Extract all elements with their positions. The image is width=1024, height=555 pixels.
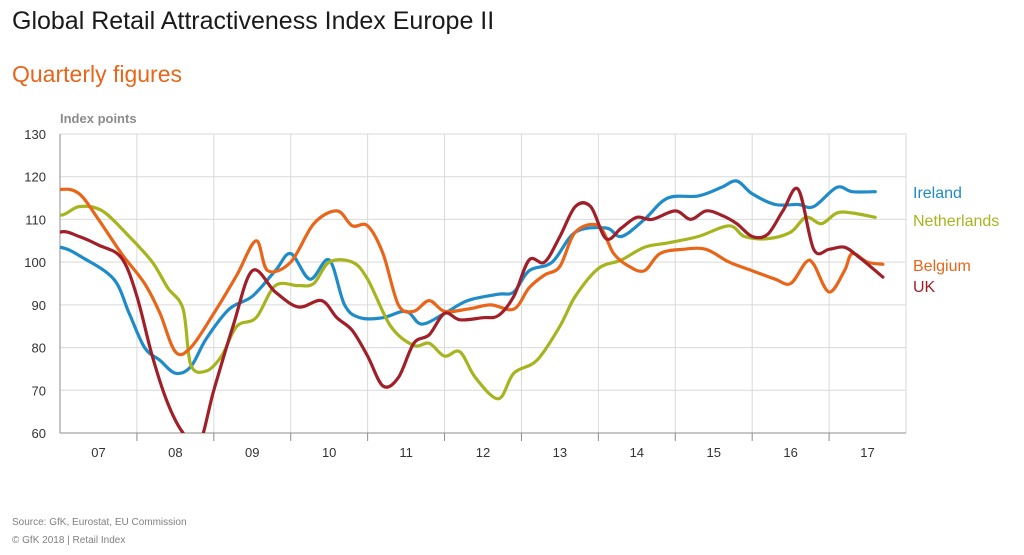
x-tick-label: 10 <box>322 445 336 460</box>
y-tick-label: 100 <box>24 255 46 270</box>
x-tick-label: 17 <box>860 445 874 460</box>
plot-area <box>60 179 885 433</box>
y-tick-label: 130 <box>24 127 46 142</box>
x-tick-label: 08 <box>168 445 182 460</box>
copyright-note: © GfK 2018 | Retail Index <box>12 535 126 546</box>
y-tick-label: 70 <box>32 383 46 398</box>
chart-subtitle: Quarterly figures <box>12 61 183 87</box>
y-tick-label: 120 <box>24 170 46 185</box>
x-axis-ticks: 07 08 09 10 11 12 13 14 15 16 17 <box>91 445 875 460</box>
x-tick-label: 14 <box>630 445 644 460</box>
x-tick-label: 15 <box>706 445 720 460</box>
series-label-belgium: Belgium <box>913 258 971 275</box>
series-line-netherlands <box>60 204 877 401</box>
source-note: Source: GfK, Eurostat, EU Commission <box>12 517 187 528</box>
chart-title: Global Retail Attractiveness Index Europ… <box>12 7 495 35</box>
series-label-netherlands: Netherlands <box>913 213 999 230</box>
y-tick-label: 110 <box>25 212 46 227</box>
y-axis-label: Index points <box>60 111 137 126</box>
series-label-uk: UK <box>913 279 936 296</box>
x-tick-label: 12 <box>476 445 490 460</box>
series-label-ireland: Ireland <box>913 185 962 202</box>
series-line-ireland <box>60 179 877 376</box>
x-tick-label: 07 <box>91 445 105 460</box>
x-tick-label: 16 <box>783 445 797 460</box>
y-tick-label: 60 <box>32 426 46 441</box>
x-tick-label: 13 <box>553 445 567 460</box>
y-tick-label: 80 <box>32 341 46 356</box>
y-axis-ticks: 60 70 80 90 100 110 120 130 <box>24 127 46 441</box>
x-tick-label: 09 <box>245 445 259 460</box>
series-line-uk <box>60 186 885 433</box>
x-tick-label: 11 <box>399 445 413 460</box>
chart-grid <box>59 133 907 441</box>
series-labels: Ireland Netherlands Belgium UK <box>913 185 999 296</box>
series-line-belgium <box>60 187 885 357</box>
y-tick-label: 90 <box>32 298 46 313</box>
